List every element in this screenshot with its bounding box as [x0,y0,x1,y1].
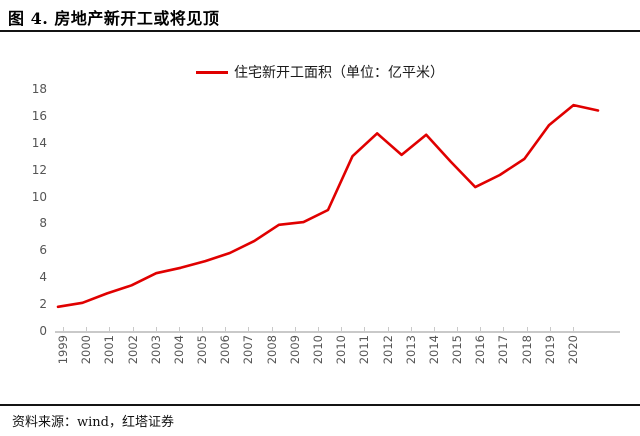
footer-divider [0,404,640,406]
x-axis-tick-label: 2010 [311,335,325,365]
x-axis-tick-label: 2020 [566,335,580,365]
x-axis-tick [480,327,482,331]
x-axis-tick [202,327,204,331]
x-axis-tick-label: 2005 [195,335,210,365]
x-axis-tick-label: 1999 [56,335,70,365]
x-axis-tick-label: 2000 [79,335,94,365]
x-axis-tick-label: 2019 [542,335,557,365]
x-axis-tick-label: 2004 [171,335,186,365]
x-axis-tick [433,327,435,331]
x-axis-tick-label: 2016 [473,335,488,365]
y-axis-tick-label: 2 [39,297,47,312]
x-axis-tick [318,327,319,331]
x-axis-line [55,331,620,333]
x-axis-tick-label: 2006 [218,335,233,365]
y-axis-tick-label: 14 [31,135,47,150]
y-axis-tick-label: 8 [39,216,47,231]
x-axis-tick-label: 2003 [148,335,163,365]
x-axis-tick [132,327,134,331]
x-axis-tick-label: 2013 [403,335,418,365]
x-axis-tick [410,327,412,331]
x-axis-tick-label: 2014 [426,335,441,365]
x-axis-tick-label: 2018 [519,335,534,365]
x-axis-tick-label: 2017 [496,335,511,365]
x-axis-tick [63,327,64,331]
figure-title: 图 4. 房地产新开工或将见顶 [8,9,220,28]
x-axis-tick [387,327,389,331]
series-line [56,103,600,309]
x-axis-tick-label: 2012 [380,335,395,365]
x-axis-tick [341,327,343,331]
x-axis-tick [178,327,180,331]
x-axis-tick-label: 2009 [287,335,302,365]
chart-legend: 住宅新开工面积（单位：亿平米） [0,62,640,82]
x-axis-tick [271,327,273,331]
x-axis-tick [109,327,111,331]
y-axis-tick-label: 0 [39,324,47,338]
x-axis-tick [86,327,88,331]
x-axis-tick [155,327,157,331]
y-axis-tick-label: 10 [31,189,47,204]
y-axis-tick-label: 6 [39,243,47,258]
y-axis-tick-label: 4 [39,270,47,285]
x-axis-tick [503,327,505,331]
x-axis-tick [294,327,296,331]
legend-line-marker [196,70,228,74]
x-axis-tick-label: 2015 [450,335,465,365]
x-axis-tick-label: 2002 [125,335,140,365]
x-axis-tick [364,327,366,331]
x-axis-tick [573,327,574,331]
x-axis-tick [225,327,227,331]
x-axis-tick-label: 2010 [334,335,349,365]
y-axis-tick-label: 16 [31,108,47,123]
x-axis-tick [549,327,551,331]
x-axis-tick-label: 2001 [102,335,117,365]
x-axis-tick-label: 2008 [264,335,279,365]
title-divider [0,30,640,32]
y-axis-tick-label: 12 [31,162,47,177]
x-axis-tick [248,327,250,331]
source-note: 资料来源：wind，红塔证券 [12,415,174,430]
y-axis-tick-label: 18 [31,82,47,96]
x-axis-tick-label: 2007 [241,335,256,365]
x-axis-tick-label: 2011 [357,335,372,365]
legend-label: 住宅新开工面积（单位：亿平米） [234,65,444,81]
x-axis-tick [526,327,528,331]
x-axis-tick [457,327,459,331]
